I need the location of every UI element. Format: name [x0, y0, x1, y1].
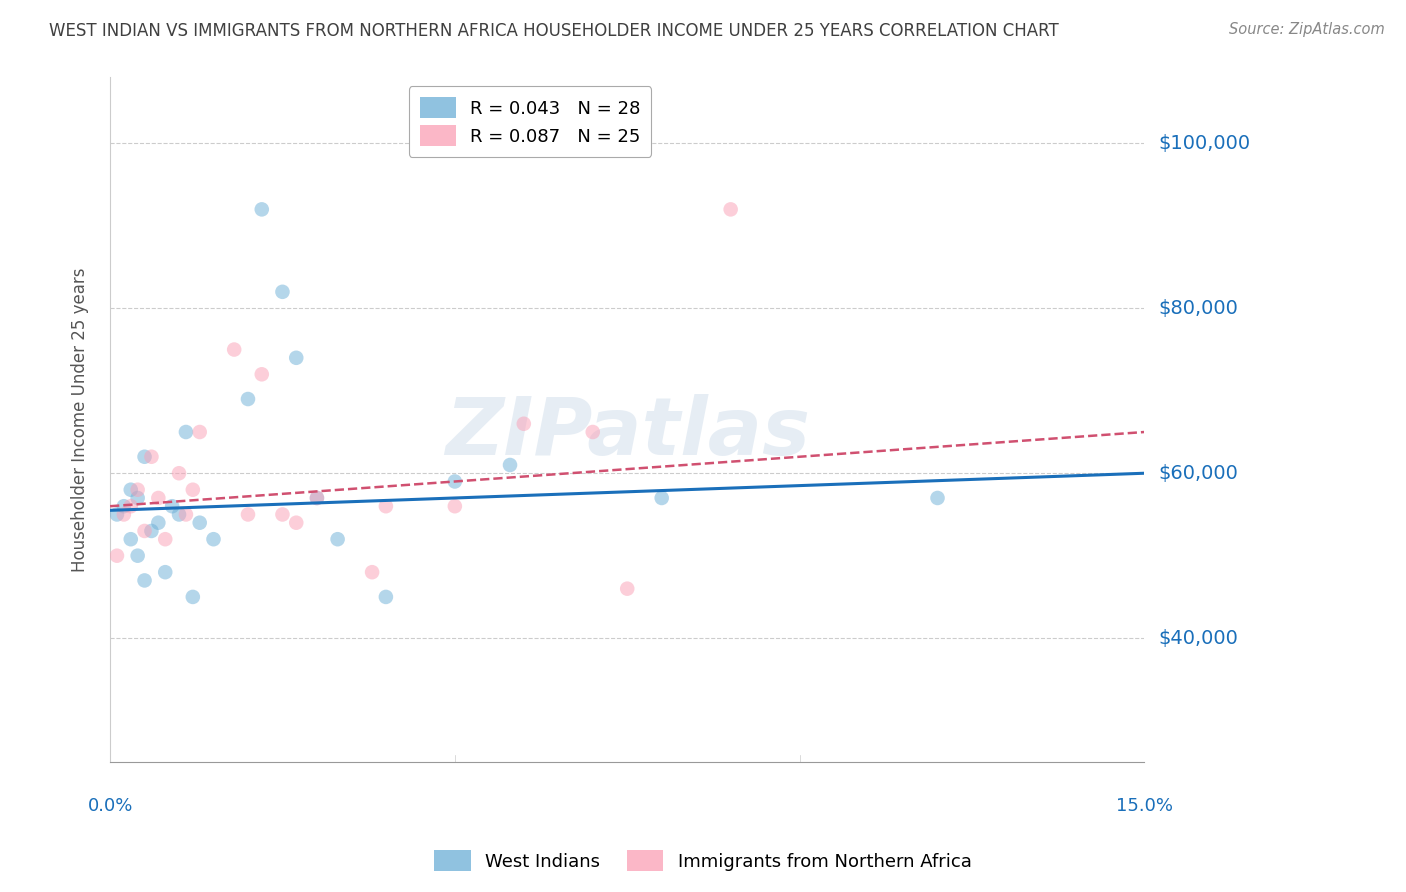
Point: [155, 532, 177, 546]
Point: [499, 458, 522, 472]
Point: [141, 524, 163, 538]
Point: [127, 549, 149, 563]
Point: [250, 368, 273, 382]
Point: [285, 516, 308, 530]
Point: [160, 500, 183, 514]
Point: [444, 475, 467, 489]
Point: [112, 508, 135, 522]
Point: [236, 508, 259, 522]
Point: [148, 491, 170, 505]
Point: [326, 532, 349, 546]
Text: 0.0%: 0.0%: [87, 797, 132, 814]
Point: [105, 549, 128, 563]
Point: [374, 590, 396, 604]
Point: [285, 351, 308, 365]
Text: WEST INDIAN VS IMMIGRANTS FROM NORTHERN AFRICA HOUSEHOLDER INCOME UNDER 25 YEARS: WEST INDIAN VS IMMIGRANTS FROM NORTHERN …: [49, 22, 1059, 40]
Point: [202, 532, 225, 546]
Point: [374, 500, 396, 514]
Point: [167, 508, 190, 522]
Text: 15.0%: 15.0%: [1116, 797, 1173, 814]
Point: [513, 417, 536, 431]
Point: [616, 582, 638, 596]
Point: [927, 491, 949, 505]
Point: [271, 508, 294, 522]
Point: [134, 450, 156, 464]
Point: [305, 491, 328, 505]
Point: [188, 516, 211, 530]
Point: [188, 425, 211, 439]
Point: [105, 508, 128, 522]
Point: [148, 516, 170, 530]
Text: ZIPatlas: ZIPatlas: [444, 394, 810, 473]
Legend: West Indians, Immigrants from Northern Africa: West Indians, Immigrants from Northern A…: [427, 843, 979, 879]
Point: [141, 450, 163, 464]
Point: [250, 202, 273, 217]
Point: [174, 425, 197, 439]
Text: $100,000: $100,000: [1159, 134, 1250, 153]
Point: [134, 524, 156, 538]
Point: [120, 500, 142, 514]
Point: [224, 343, 246, 357]
Point: [181, 590, 204, 604]
Point: [112, 500, 135, 514]
Text: $40,000: $40,000: [1159, 629, 1239, 648]
Point: [236, 392, 259, 406]
Point: [167, 467, 190, 481]
Text: $80,000: $80,000: [1159, 299, 1239, 318]
Point: [651, 491, 673, 505]
Point: [155, 565, 177, 579]
Legend: R = 0.043   N = 28, R = 0.087   N = 25: R = 0.043 N = 28, R = 0.087 N = 25: [409, 87, 651, 157]
Point: [444, 500, 467, 514]
Point: [361, 565, 384, 579]
Point: [120, 483, 142, 497]
Point: [181, 483, 204, 497]
Point: [271, 285, 294, 299]
Point: [305, 491, 328, 505]
Point: [134, 574, 156, 588]
Y-axis label: Householder Income Under 25 years: Householder Income Under 25 years: [72, 268, 89, 572]
Point: [127, 483, 149, 497]
Text: Source: ZipAtlas.com: Source: ZipAtlas.com: [1229, 22, 1385, 37]
Point: [120, 532, 142, 546]
Point: [582, 425, 605, 439]
Point: [720, 202, 742, 217]
Text: $60,000: $60,000: [1159, 464, 1239, 483]
Point: [127, 491, 149, 505]
Point: [174, 508, 197, 522]
